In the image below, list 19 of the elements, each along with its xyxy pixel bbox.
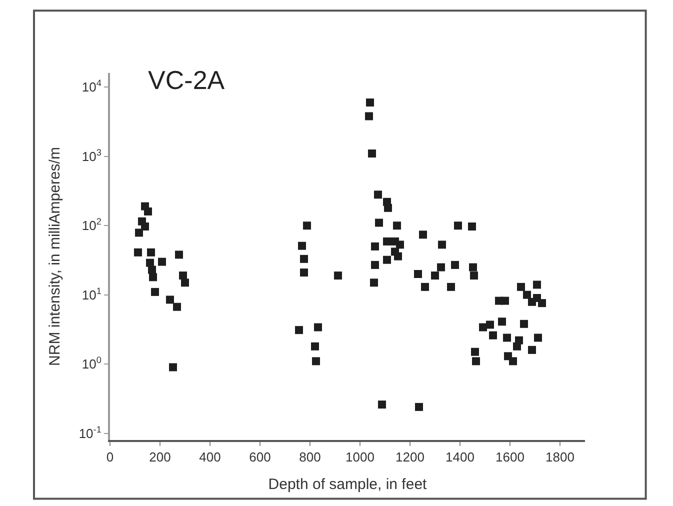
x-tick-label: 400: [199, 449, 221, 464]
y-axis-title: NRM intensity, in milliAmperes/m: [46, 147, 64, 366]
x-tick-label: 0: [106, 449, 114, 464]
y-tick-label: 10$^{4}$: [82, 78, 102, 95]
x-tick-label: 200: [149, 449, 171, 464]
x-axis-title: Depth of sample, in feet: [268, 476, 428, 493]
x-tick-label: 1600: [496, 449, 524, 464]
x-tick-label: 1200: [396, 449, 424, 464]
x-tick-label: 1000: [346, 449, 374, 464]
x-tick-label: 1800: [546, 449, 574, 464]
x-tick-label: 1400: [446, 449, 474, 464]
y-tick-label: 10$^{-1}$: [78, 424, 102, 441]
y-tick-label: 10$^{3}$: [82, 147, 102, 164]
y-tick-label: 10$^{0}$: [82, 355, 102, 372]
x-tick-label: 800: [299, 449, 321, 464]
y-tick-label: 10$^{2}$: [82, 216, 102, 234]
chart-title: VC-2A: [148, 65, 226, 96]
x-tick-label: 600: [249, 449, 271, 464]
y-tick-label: 10$^{1}$: [82, 286, 102, 302]
